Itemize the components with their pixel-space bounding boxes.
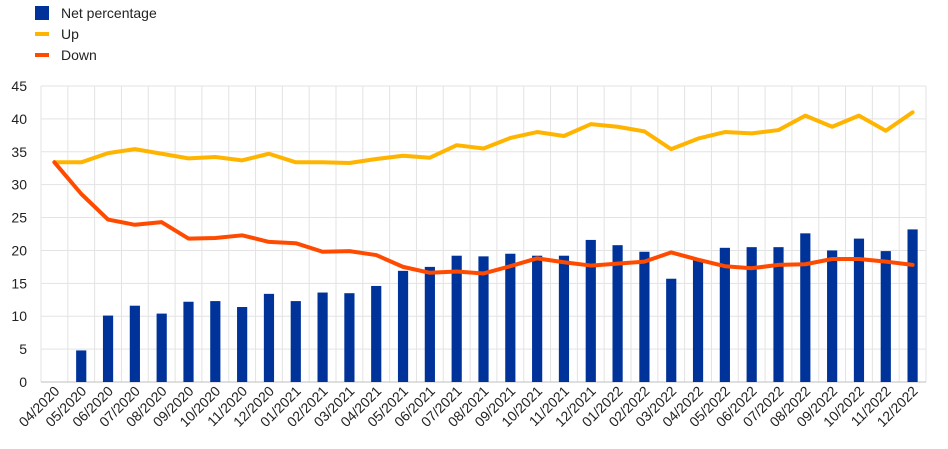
bar-net-percentage <box>210 301 221 382</box>
y-tick-label: 20 <box>11 242 27 258</box>
legend-label-up: Up <box>61 25 79 42</box>
bar-net-percentage <box>424 266 435 382</box>
bar-net-percentage <box>478 256 489 382</box>
y-tick-label: 40 <box>11 111 27 127</box>
plot-bars <box>76 229 918 382</box>
bar-net-percentage <box>800 233 811 382</box>
y-tick-label: 15 <box>11 275 27 291</box>
bar-net-percentage <box>156 313 167 382</box>
bar-net-percentage <box>183 301 194 382</box>
bar-net-percentage <box>585 239 596 382</box>
bar-net-percentage <box>344 293 355 382</box>
bar-net-percentage <box>853 238 865 382</box>
y-tick-label: 25 <box>11 210 27 226</box>
legend-swatch-net-percentage <box>35 5 49 20</box>
bar-net-percentage <box>451 255 462 382</box>
bar-net-percentage <box>290 301 301 382</box>
bar-net-percentage <box>397 270 409 382</box>
bar-net-percentage <box>532 255 543 382</box>
bar-net-percentage <box>773 247 784 382</box>
plot-lines <box>52 110 915 276</box>
y-tick-label: 35 <box>11 144 27 160</box>
bar-net-percentage <box>263 293 275 382</box>
bar-net-percentage <box>317 292 328 382</box>
bar-net-percentage <box>76 350 87 382</box>
bar-net-percentage <box>237 307 248 382</box>
bar-net-percentage <box>666 278 677 382</box>
legend-swatch-up <box>35 31 49 36</box>
bar-net-percentage <box>102 315 114 382</box>
line-up <box>52 110 915 165</box>
x-axis-ticks: 04/202005/202006/202007/202008/202009/20… <box>15 383 920 430</box>
bar-net-percentage <box>880 251 891 382</box>
y-tick-label: 45 <box>11 78 27 94</box>
y-tick-label: 0 <box>19 374 27 390</box>
bar-net-percentage <box>719 247 730 382</box>
bar-net-percentage <box>827 250 838 382</box>
bar-net-percentage <box>371 285 382 382</box>
legend-label-down: Down <box>61 46 97 63</box>
line-down <box>52 160 915 276</box>
y-tick-label: 30 <box>11 177 27 193</box>
bar-net-percentage <box>692 259 704 382</box>
bar-net-percentage <box>612 245 623 382</box>
y-tick-label: 10 <box>11 308 27 324</box>
bar-net-percentage <box>558 255 570 382</box>
y-axis-ticks: 0 5 10 15 20 25 30 35 40 45 <box>11 78 27 390</box>
legend-item-down: Down <box>35 44 285 65</box>
legend-item-up: Up <box>35 23 285 44</box>
bar-net-percentage <box>639 251 650 382</box>
bar-net-percentage <box>907 229 918 382</box>
y-tick-label: 5 <box>19 341 27 357</box>
bar-net-percentage <box>746 247 757 382</box>
bar-net-percentage <box>129 305 140 382</box>
legend-label-net-percentage: Net percentage <box>61 4 157 21</box>
legend-swatch-down <box>35 52 49 57</box>
legend-item-net-percentage: Net percentage <box>35 2 285 23</box>
bar-net-percentage <box>505 253 516 382</box>
chart-legend: Net percentage Up Down <box>35 2 285 65</box>
